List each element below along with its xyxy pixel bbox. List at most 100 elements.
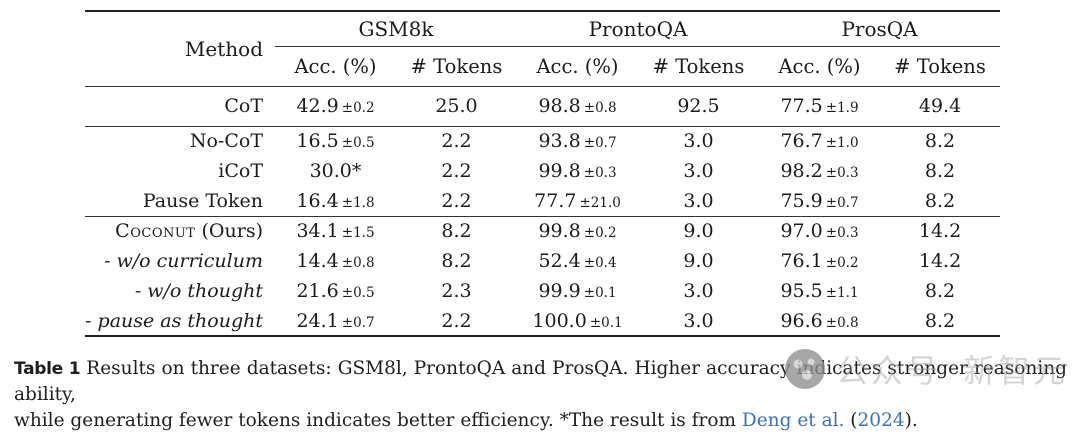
cell-prontoqa-acc: 93.8 ±0.7 bbox=[517, 126, 638, 156]
cell-gsm8k-acc: 42.9 ±0.2 bbox=[275, 86, 396, 127]
cell-value: 98.8 bbox=[538, 95, 581, 117]
group-header-gsm8k: GSM8k bbox=[275, 11, 517, 47]
caption-text: ). bbox=[904, 410, 918, 431]
cell-gsm8k-acc: 21.6 ±0.5 bbox=[275, 276, 396, 306]
cell-value: 77.5 bbox=[780, 95, 823, 117]
cell-prontoqa-acc: 52.4 ±0.4 bbox=[517, 246, 638, 276]
table-row-wo-curriculum: - w/o curriculum 14.4 ±0.8 8.2 52.4 ±0.4 9… bbox=[85, 246, 1000, 276]
table-row-coconut: Coconut (Ours) 34.1 ±1.5 8.2 99.8 ±0.2 9.0… bbox=[85, 216, 1000, 246]
cell-value: 8.2 bbox=[924, 189, 956, 212]
cell-value: 98.2 bbox=[780, 160, 823, 182]
cell-value: 42.9 bbox=[296, 95, 339, 117]
cell-value: 3.0 bbox=[683, 160, 714, 182]
cell-stddev: ±1.5 bbox=[341, 225, 375, 242]
cell-stddev: ±0.8 bbox=[341, 255, 375, 271]
cell-value: 75.9 bbox=[780, 189, 823, 212]
cell-prosqa-acc: 76.7 ±1.0 bbox=[759, 126, 880, 156]
method-label: Coconut bbox=[115, 220, 196, 243]
cell-stddev: ±0.7 bbox=[825, 194, 859, 211]
header-row-datasets: Method GSM8k ProntoQA ProsQA bbox=[85, 11, 1001, 87]
table-row-icot: iCoT 30.0* 2.2 99.8 ±0.3 3.0 98.2 ±0.3 8.2 bbox=[85, 156, 1000, 186]
column-header-acc: Acc. (%) bbox=[517, 46, 638, 87]
cell-value: 2.2 bbox=[441, 130, 472, 153]
cell-stddev: ±1.9 bbox=[825, 100, 859, 116]
cell-prosqa-acc: 96.6 ±0.8 bbox=[759, 306, 880, 336]
cell-stddev: ±0.1 bbox=[583, 285, 617, 301]
caption-text: while generating fewer tokens indicates … bbox=[14, 410, 742, 431]
cell-prosqa-acc: 77.5 ±1.9 bbox=[759, 86, 881, 127]
table-row-pause-token: Pause Token 16.4 ±1.8 2.2 77.7 ±21.0 3.0 7… bbox=[85, 186, 1001, 217]
method-label: - w/o thought bbox=[134, 280, 263, 302]
cell-gsm8k-acc: 16.4 ±1.8 bbox=[275, 186, 396, 217]
method-label: iCoT bbox=[218, 160, 263, 182]
cell-value: 99.9 bbox=[538, 280, 581, 302]
header-row-metrics: Acc. (%) # Tokens Acc. (%) # Tokens Acc.… bbox=[85, 46, 1001, 87]
cell-stddev: ±0.4 bbox=[583, 255, 617, 271]
cell-value: 77.7 bbox=[534, 189, 577, 212]
cell-prontoqa-tokens: 9.0 bbox=[638, 216, 759, 246]
citation-link-authors[interactable]: Deng et al. bbox=[741, 410, 845, 431]
caption-line-2: while generating fewer tokens indicates … bbox=[14, 408, 1067, 434]
cell-stddev: ±0.3 bbox=[825, 165, 859, 181]
cell-value: 24.1 bbox=[296, 309, 339, 332]
cell-stddev: ±1.1 bbox=[825, 285, 859, 301]
cell-value: 3.0 bbox=[683, 309, 714, 332]
cell-value: 2.2 bbox=[441, 189, 472, 212]
cell-gsm8k-tokens: 25.0 bbox=[396, 86, 517, 127]
cell-value: 14.2 bbox=[918, 220, 962, 243]
method-label: No-CoT bbox=[189, 130, 263, 153]
cell-prosqa-tokens: 8.2 bbox=[880, 126, 1000, 156]
cell-value: 76.1 bbox=[780, 250, 823, 272]
cell-stddev: ±1.0 bbox=[825, 135, 859, 152]
cell-prosqa-tokens: 49.4 bbox=[880, 86, 1001, 127]
cell-value: 99.8 bbox=[538, 160, 581, 182]
cell-gsm8k-tokens: 2.2 bbox=[396, 186, 517, 217]
cell-value: 25.0 bbox=[435, 95, 478, 117]
method-label: Pause Token bbox=[142, 189, 263, 212]
method-cell: No-CoT bbox=[85, 126, 275, 156]
cell-prosqa-tokens: 8.2 bbox=[880, 306, 1000, 336]
column-header-tokens: # Tokens bbox=[638, 46, 760, 87]
cell-stddev: ±0.2 bbox=[825, 255, 859, 271]
cell-gsm8k-tokens: 2.3 bbox=[396, 276, 517, 306]
cell-gsm8k-tokens: 2.2 bbox=[396, 306, 517, 336]
cell-value: 8.2 bbox=[441, 220, 472, 243]
method-cell: - w/o thought bbox=[85, 276, 275, 306]
cell-gsm8k-tokens: 2.2 bbox=[396, 126, 517, 156]
cell-gsm8k-acc: 16.5 ±0.5 bbox=[275, 126, 396, 156]
cell-prosqa-tokens: 14.2 bbox=[880, 246, 1000, 276]
cell-prontoqa-tokens: 3.0 bbox=[638, 156, 759, 186]
cell-value: 14.2 bbox=[918, 250, 962, 272]
cell-prontoqa-tokens: 92.5 bbox=[638, 86, 760, 127]
cell-prontoqa-acc: 99.9 ±0.1 bbox=[517, 276, 638, 306]
cell-prontoqa-acc: 100.0 ±0.1 bbox=[517, 306, 638, 336]
cell-value: 95.5 bbox=[780, 280, 823, 302]
cell-value: 16.5 bbox=[296, 130, 339, 153]
cell-value: 93.8 bbox=[538, 130, 581, 153]
cell-stddev: ±0.5 bbox=[341, 285, 375, 301]
method-label-suffix: (Ours) bbox=[195, 220, 263, 243]
cell-stddev: ±0.3 bbox=[583, 165, 617, 181]
cell-prontoqa-acc: 99.8 ±0.2 bbox=[517, 216, 638, 246]
citation-link-year[interactable]: 2024 bbox=[857, 410, 905, 431]
cell-prosqa-acc: 95.5 ±1.1 bbox=[759, 276, 880, 306]
cell-value: 3.0 bbox=[683, 189, 714, 212]
caption-text: Results on three datasets: GSM8l, Pronto… bbox=[14, 358, 1067, 405]
cell-value: 21.6 bbox=[296, 280, 339, 302]
cell-prosqa-acc: 76.1 ±0.2 bbox=[759, 246, 880, 276]
method-cell: - pause as thought bbox=[85, 306, 275, 336]
group-header-prosqa: ProsQA bbox=[759, 11, 1001, 47]
cell-prontoqa-tokens: 3.0 bbox=[638, 306, 759, 336]
method-label: - pause as thought bbox=[85, 309, 263, 332]
cell-stddev: ±0.8 bbox=[825, 314, 859, 331]
cell-value: 96.6 bbox=[780, 309, 823, 332]
cell-value: 8.2 bbox=[441, 250, 472, 272]
cell-value: 2.2 bbox=[441, 160, 472, 182]
cell-stddev: ±0.7 bbox=[341, 314, 375, 331]
cell-value: 8.2 bbox=[924, 280, 956, 302]
cell-value: 76.7 bbox=[780, 130, 823, 153]
cell-prosqa-tokens: 8.2 bbox=[880, 186, 1001, 217]
cell-value: 3.0 bbox=[683, 130, 714, 153]
table-row-no-cot: No-CoT 16.5 ±0.5 2.2 93.8 ±0.7 3.0 76.7 ±1.… bbox=[85, 126, 1000, 156]
caption-line-1: Table 1 Results on three datasets: GSM8l… bbox=[14, 356, 1067, 408]
